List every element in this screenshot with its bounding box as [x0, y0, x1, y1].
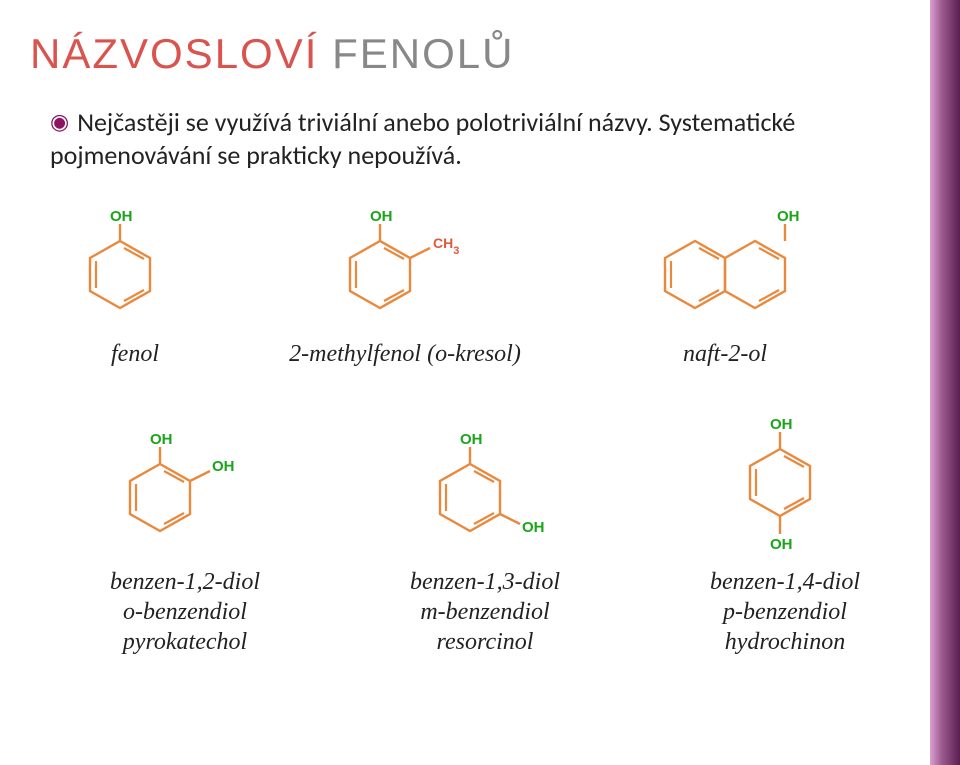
row-1: OH fenol OH CH3 2-methylfenol (o-kresol)…	[0, 206, 960, 369]
b13-labels: benzen-1,3-diol m-benzendiol resorcinol	[335, 567, 635, 657]
title-word-2: fenolů	[332, 30, 514, 77]
row-2: OH OH benzen-1,2-diol o-benzendiol pyrok…	[0, 414, 960, 657]
molecule-fenol: OH fenol	[35, 206, 235, 369]
oh-label-1: OH	[460, 431, 483, 448]
molecule-b13: OH OH benzen-1,3-diol m-benzendiol resor…	[335, 429, 635, 657]
b14-structure: OH OH	[725, 414, 845, 559]
oh-label-2: OH	[770, 536, 793, 553]
molecule-b14: OH OH benzen-1,4-diol p-benzendiol hydro…	[635, 414, 935, 657]
b12-labels: benzen-1,2-diol o-benzendiol pyrokatecho…	[35, 567, 335, 657]
oh-label-2: OH	[212, 458, 235, 475]
naft2ol-label: naft-2-ol	[575, 339, 875, 369]
b13-structure: OH OH	[410, 429, 560, 559]
page-title: Názvosloví fenolů	[0, 0, 960, 78]
bullet-icon: ◉	[50, 108, 69, 135]
oh-label: OH	[777, 208, 800, 225]
oh-label-1: OH	[150, 431, 173, 448]
molecule-okresol: OH CH3 2-methylfenol (o-kresol)	[235, 206, 575, 369]
molecule-b12: OH OH benzen-1,2-diol o-benzendiol pyrok…	[35, 429, 335, 657]
naft2ol-structure: OH	[625, 206, 825, 331]
oh-label: OH	[110, 208, 133, 225]
b14-labels: benzen-1,4-diol p-benzendiol hydrochinon	[635, 567, 935, 657]
oh-label-1: OH	[770, 416, 793, 433]
b12-structure: OH OH	[110, 429, 260, 559]
oh-label: OH	[370, 208, 393, 225]
title-word-1: Názvosloví	[30, 30, 318, 77]
okresol-structure: OH CH3	[325, 206, 485, 331]
okresol-label: 2-methylfenol (o-kresol)	[235, 339, 575, 369]
body-text: ◉Nejčastěji se využívá triviální anebo p…	[0, 78, 960, 171]
molecule-naft2ol: OH naft-2-ol	[575, 206, 875, 369]
fenol-structure: OH	[80, 206, 190, 331]
ch3-label: CH3	[433, 235, 459, 257]
body-content: Nejčastěji se využívá triviální anebo po…	[50, 106, 795, 171]
fenol-label: fenol	[35, 339, 235, 369]
side-gradient	[930, 0, 960, 765]
oh-label-2: OH	[522, 519, 545, 536]
